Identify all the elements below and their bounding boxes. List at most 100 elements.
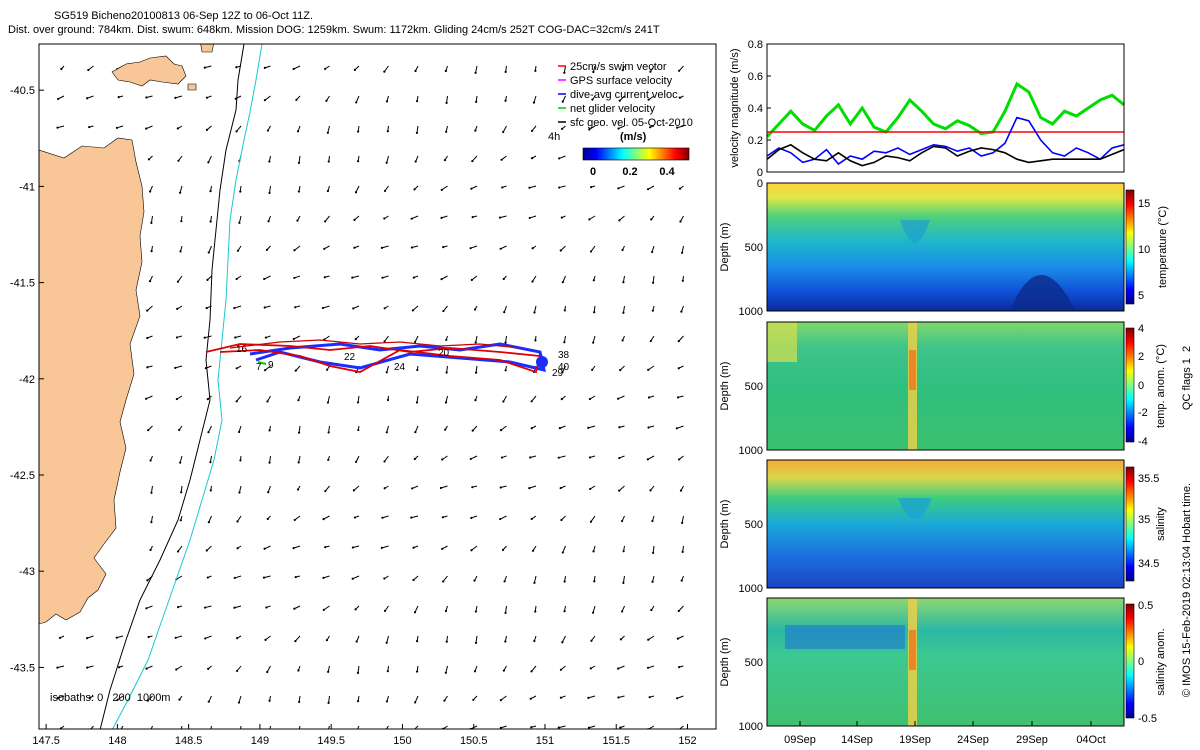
geo-velocity-arrow	[86, 635, 94, 639]
geo-velocity-arrow	[327, 395, 330, 403]
geo-velocity-arrowhead	[474, 399, 477, 402]
geo-velocity-arrowhead	[563, 71, 566, 74]
geo-velocity-arrow	[295, 635, 301, 642]
time-tick-label: 09Sep	[784, 734, 816, 746]
geo-velocity-arrowhead	[268, 160, 271, 163]
geo-velocity-arrowhead	[324, 220, 327, 223]
geo-velocity-arrowhead	[410, 217, 413, 220]
geo-velocity-arrowhead	[411, 487, 414, 490]
geo-velocity-arrow	[561, 635, 566, 643]
colorbar-tick-2: 0.4	[659, 166, 675, 178]
geo-velocity-arrowhead	[295, 98, 298, 101]
salinity-anomaly-frame	[766, 597, 1125, 727]
geo-velocity-arrow	[678, 725, 684, 729]
geo-velocity-arrowhead	[413, 611, 417, 614]
geo-velocity-arrow	[531, 395, 537, 402]
map-ytick-label: -43.5	[10, 662, 35, 674]
dive-label: 16	[236, 344, 248, 355]
geo-velocity-arrowhead	[621, 339, 624, 342]
geo-velocity-arrowhead	[415, 100, 419, 103]
geo-velocity-arrow	[562, 365, 566, 373]
geo-velocity-arrow	[269, 185, 271, 194]
geo-velocity-arrowhead	[58, 636, 62, 639]
geo-velocity-arrowhead	[530, 726, 533, 729]
salinity-dip-19sep	[898, 498, 932, 519]
geo-velocity-arrowhead	[179, 731, 181, 733]
salinity-ylabel: Depth (m)	[719, 500, 731, 549]
geo-velocity-arrowhead	[204, 637, 207, 640]
geo-velocity-arrowhead	[237, 701, 241, 704]
geo-velocity-arrowhead	[678, 187, 682, 190]
geo-velocity-arrowhead	[680, 579, 683, 582]
geo-velocity-arrowhead	[325, 638, 329, 642]
geo-velocity-arrowhead	[444, 401, 448, 404]
map-xtick-label: 148.5	[175, 735, 203, 747]
copyright-note: © IMOS 15-Feb-2019 02:13:04 Hobart time.	[1181, 483, 1193, 697]
velocity-y-axis: 0 0.2 0.4 0.6 0.8	[748, 39, 771, 179]
temperature-y-axis: 0 500 1000 Depth (m)	[719, 178, 763, 318]
geo-velocity-arrowhead	[234, 336, 237, 339]
temp-anomaly-ctick-0: 0	[1138, 380, 1144, 392]
geo-velocity-arrowhead	[528, 216, 531, 220]
geo-velocity-arrowhead	[205, 306, 208, 310]
geo-velocity-arrowhead	[268, 191, 271, 195]
geo-velocity-arrowhead	[499, 486, 502, 489]
salinity-anomaly-ytick-500: 500	[745, 657, 763, 669]
time-tick-label: 04Oct	[1076, 734, 1105, 746]
geo-velocity-arrow	[649, 65, 655, 72]
temperature-ctick-5: 5	[1138, 290, 1144, 302]
geo-velocity-arrow	[263, 275, 271, 280]
geo-velocity-arrowhead	[296, 130, 300, 133]
geo-velocity-arrow	[590, 245, 596, 252]
geo-velocity-arrowhead	[593, 580, 596, 583]
geo-velocity-arrowhead	[617, 667, 620, 670]
geo-velocity-arrowhead	[118, 731, 120, 733]
geo-velocity-arrowhead	[381, 516, 384, 519]
geo-velocity-arrowhead	[356, 700, 360, 703]
geo-velocity-arrowhead	[146, 309, 149, 312]
map-ytick-label: -43	[19, 566, 35, 578]
salinity-anomaly-ctick-m05: -0.5	[1138, 713, 1157, 725]
geo-velocity-arrow	[416, 125, 419, 133]
geo-velocity-arrowhead	[355, 460, 358, 463]
geo-velocity-arrowhead	[327, 730, 329, 732]
geo-velocity-arrowhead	[559, 696, 563, 699]
geo-velocity-arrowhead	[115, 636, 118, 639]
geo-velocity-arrow	[500, 695, 507, 701]
geo-velocity-arrowhead	[262, 576, 266, 579]
geo-velocity-arrowhead	[207, 431, 210, 434]
geo-velocity-arrow	[617, 665, 625, 670]
geo-velocity-arrow	[652, 275, 655, 283]
geo-velocity-arrow	[563, 65, 566, 73]
geo-velocity-arrow	[500, 515, 507, 520]
geo-velocity-arrowhead	[500, 456, 504, 459]
geo-velocity-arrow	[412, 305, 419, 311]
dive-label: 29	[552, 368, 564, 379]
geo-velocity-arrowhead	[209, 732, 211, 734]
geo-velocity-arrow	[238, 215, 242, 223]
time-tick-label: 19Sep	[899, 734, 931, 746]
geo-velocity-arrowhead	[561, 641, 564, 644]
geo-velocity-arrow	[293, 65, 301, 70]
geo-velocity-arrow	[293, 545, 301, 549]
geo-velocity-arrowhead	[327, 701, 330, 705]
geo-velocity-arrowhead	[326, 189, 330, 193]
geo-velocity-arrow	[619, 95, 625, 102]
geo-velocity-arrowhead	[678, 69, 681, 72]
geo-velocity-arrowhead	[414, 160, 417, 163]
salinity-anomaly-colorbar	[1125, 603, 1135, 719]
geo-velocity-arrow	[676, 425, 684, 429]
geo-velocity-arrowhead	[530, 400, 533, 403]
velocity-ytick-label: 0.2	[748, 135, 763, 147]
geo-velocity-arrowhead	[381, 276, 384, 279]
geo-velocity-arrowhead	[442, 246, 445, 249]
geo-velocity-arrowhead	[618, 426, 621, 429]
velocity-ytick-label: 0	[757, 167, 763, 179]
geo-velocity-arrowhead	[531, 280, 534, 283]
geo-velocity-arrowhead	[351, 577, 354, 580]
geo-velocity-arrowhead	[470, 549, 473, 552]
geo-velocity-arrow	[445, 395, 448, 403]
temperature-colorbar-axis: 5 10 15 temperature (°C)	[1138, 198, 1169, 302]
geo-velocity-arrowhead	[412, 546, 415, 549]
map-xtick-label: 149.5	[317, 735, 345, 747]
